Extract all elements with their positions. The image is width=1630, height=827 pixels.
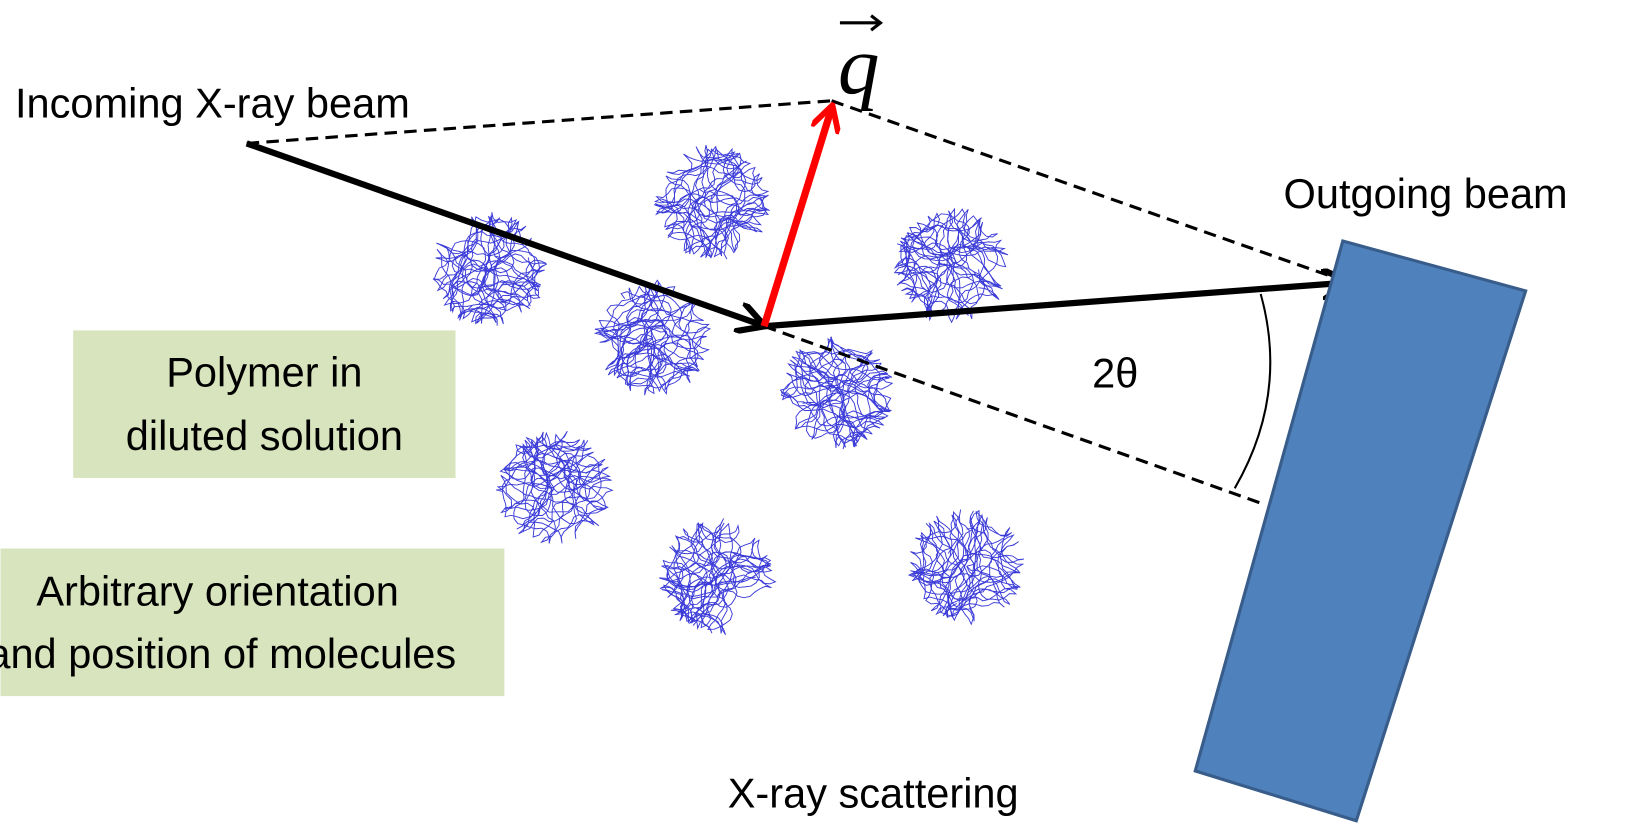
polymer-chain [501,436,612,542]
q-vector [764,108,832,326]
detector [1195,241,1525,821]
angle-arc [1235,294,1271,488]
outgoing-label: Outgoing beam [1284,170,1568,217]
page: {"labels": {"incoming": "Incoming X-ray … [0,0,1630,827]
polymer-chain [895,209,1001,319]
outgoing-beam [764,283,1347,327]
q-label: q [838,20,880,112]
angle-label: 2θ [1092,350,1138,397]
box-text: Arbitrary orientation [36,568,399,615]
box-text: and position of molecules [0,630,456,677]
polymer-coils [433,145,1024,635]
polymer-chain [895,209,1008,322]
polymer-chain [781,337,892,448]
box-text: diluted solution [126,412,403,459]
dashed-line [764,326,1263,504]
caption: X-ray scattering [728,769,1019,816]
diagram: Polymer in diluted solution Arbitrary or… [0,0,1630,827]
incoming-label: Incoming X-ray beam [15,79,410,126]
box-text: Polymer in [166,348,362,395]
